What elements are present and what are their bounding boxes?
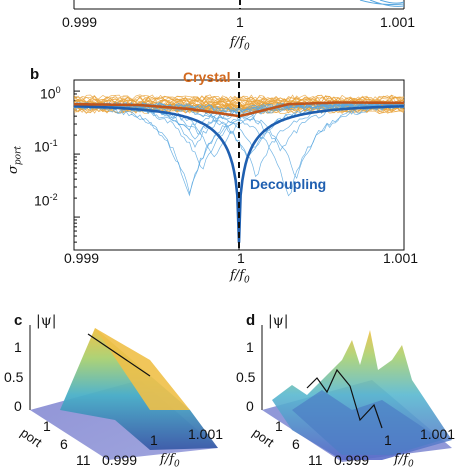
panel-d-port-tick-1: 1 — [275, 418, 283, 434]
crystal-label: Crystal — [183, 69, 231, 85]
panel-c-ztick-05: 0.5 — [4, 369, 24, 385]
panel-a-xtick-1: 1 — [236, 14, 244, 30]
panel-c-letter: c — [14, 312, 23, 329]
panel-d-ztick-05: 0.5 — [236, 369, 256, 385]
panel-c-f-tick-1001: 1.001 — [188, 426, 224, 442]
panel-c-port-tick-6: 6 — [60, 436, 68, 452]
panel-d-port-tick-6: 6 — [292, 436, 300, 452]
panel-c-f-label: f/f0 — [160, 452, 180, 470]
panel-c-surface — [29, 325, 218, 460]
panel-d-f-tick-1: 1 — [384, 432, 392, 448]
panel-c-port-tick-1: 1 — [43, 418, 51, 434]
panel-d-f-label: f/f0 — [394, 452, 414, 470]
panel-d-port-tick-11: 11 — [308, 452, 323, 468]
panel-a-xtick-1001: 1.001 — [380, 14, 416, 30]
panel-b-letter: b — [30, 66, 40, 83]
panel-b-ylabel: σport — [6, 146, 24, 174]
panel-c-ztick-0: 0 — [14, 398, 22, 414]
panel-b-xtick-0999: 0.999 — [64, 250, 100, 266]
panel-c-port-tick-11: 11 — [76, 452, 91, 468]
panel-d-ztick-0: 0 — [246, 398, 254, 414]
panel-c-f-tick-1: 1 — [150, 432, 158, 448]
panel-d-surface — [261, 325, 452, 462]
panel-b-xtick-1001: 1.001 — [383, 250, 419, 266]
panel-b-xtick-1: 1 — [237, 250, 245, 266]
panel-d-zlabel: |ψ| — [268, 313, 289, 329]
panel-a-partial-plot — [73, 0, 405, 10]
panel-d-letter: d — [246, 312, 256, 329]
panel-a-traces — [359, 0, 405, 7]
panel-d-ztick-1: 1 — [246, 339, 254, 355]
panel-c-path-line — [87, 333, 151, 377]
panel-c-ztick-1: 1 — [14, 339, 22, 355]
panel-b-ytick-1: 10-1 — [34, 138, 58, 155]
panel-d-f-tick-1001: 1.001 — [420, 426, 456, 442]
panel-c-f-tick-0999: 0.999 — [102, 452, 138, 468]
panel-d-path-line — [306, 368, 383, 429]
panel-b-ytick-0: 100 — [40, 85, 61, 102]
panel-a-xlabel: f/f0 — [230, 35, 250, 53]
panel-b-xlabel: f/f0 — [230, 268, 250, 286]
decoupling-label: Decoupling — [250, 176, 327, 192]
panel-c-zlabel: |ψ| — [36, 313, 57, 329]
panel-b-chart — [73, 72, 405, 251]
panel-a-xtick-0999: 0.999 — [62, 14, 98, 30]
panel-d-f-tick-0999: 0.999 — [334, 452, 370, 468]
panel-b-ytick-2: 10-2 — [34, 192, 58, 209]
